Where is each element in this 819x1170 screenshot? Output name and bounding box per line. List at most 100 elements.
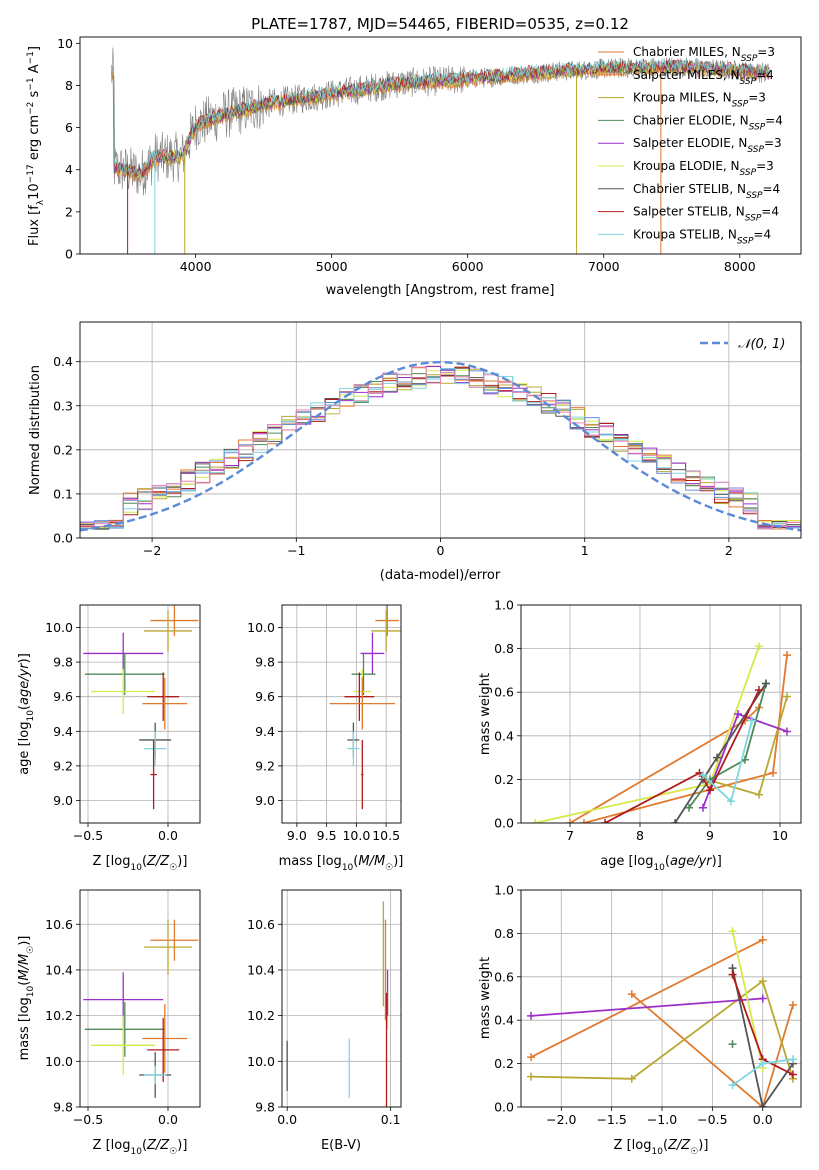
plot-title: PLATE=1787, MJD=54465, FIBERID=0535, z=0… — [251, 15, 629, 33]
panel-mass_weight_vs_Z: −2.0 −1.5 −1.0 −0.5 0.0 0.0 0.2 0.4 0.6 0.8 1.0 Z [… — [478, 883, 802, 1157]
legend-label: Chabrier MILES, NSSP=3 — [633, 45, 775, 64]
y-tick-label: 9.8 — [255, 655, 275, 670]
legend-label: Chabrier STELIB, NSSP=4 — [633, 182, 780, 201]
legend-label: Kroupa STELIB, NSSP=4 — [633, 227, 771, 246]
legend-label: Salpeter ELODIE, NSSP=3 — [633, 136, 782, 155]
data-marker — [566, 819, 574, 823]
axes-frame — [79, 36, 802, 255]
x-axis-label: mass [log10(M/M☉)] — [279, 854, 404, 873]
y-tick-label: 9.6 — [53, 689, 73, 704]
mass-weight-line — [604, 689, 760, 823]
y-tick-label: 0.4 — [494, 728, 514, 743]
y-tick-label: 0.0 — [53, 531, 73, 546]
plot-area — [531, 642, 791, 823]
x-tick-label: 9.0 — [287, 828, 307, 843]
data-marker — [580, 819, 588, 823]
y-tick-label: 10.0 — [247, 1054, 275, 1069]
x-tick-label: 0.1 — [381, 1112, 401, 1127]
x-axis-label: age [log10(age/yr)] — [600, 854, 722, 873]
x-axis-label: Z [log10(Z/Z☉)] — [93, 1138, 188, 1157]
y-tick-label: 10.6 — [45, 917, 73, 932]
data-marker — [727, 797, 735, 806]
data-marker — [527, 1072, 536, 1081]
data-marker — [769, 768, 777, 777]
residual-histogram — [80, 366, 801, 530]
y-tick-label: 10.0 — [45, 620, 73, 635]
x-axis-label: E(B-V) — [321, 1138, 361, 1153]
data-marker — [671, 819, 679, 823]
plot-area — [329, 605, 401, 810]
legend-label: Salpeter STELIB, NSSP=4 — [633, 205, 779, 224]
axes-frame — [281, 604, 402, 824]
data-marker — [734, 710, 742, 718]
axes-frame — [79, 889, 201, 1108]
axes-frame — [79, 604, 201, 824]
data-marker — [758, 994, 767, 1003]
axes-frame — [281, 889, 402, 1108]
legend-label: Kroupa ELODIE, NSSP=3 — [633, 159, 774, 178]
x-tick-label: −0.5 — [73, 1112, 103, 1127]
y-tick-label: 0.8 — [494, 926, 514, 941]
data-marker — [783, 727, 791, 736]
data-marker — [788, 1001, 797, 1010]
legend-label: Salpeter MILES, NSSP=4 — [633, 68, 774, 87]
x-tick-label: 1 — [581, 543, 589, 558]
data-marker — [627, 1074, 636, 1083]
x-tick-label: 0.0 — [277, 1112, 297, 1127]
x-tick-label: 7 — [566, 828, 574, 843]
mass-weight-line — [688, 683, 767, 809]
data-marker — [713, 753, 721, 762]
y-tick-label: 0.0 — [494, 1100, 514, 1115]
y-tick-label: 9.4 — [255, 724, 275, 739]
data-marker — [627, 990, 636, 999]
grid — [282, 605, 401, 823]
y-tick-label: 0.8 — [494, 641, 514, 656]
data-marker — [788, 1055, 797, 1064]
y-axis-label: Normed distribution — [28, 365, 43, 495]
data-marker — [758, 935, 767, 944]
x-tick-label: 0 — [437, 543, 445, 558]
data-marker — [728, 927, 737, 936]
y-tick-label: 10.4 — [45, 962, 73, 977]
plot-area — [80, 360, 801, 532]
legend-label: Kroupa MILES, NSSP=3 — [633, 91, 766, 110]
x-tick-label: 0.0 — [158, 828, 178, 843]
y-tick-label: 6 — [65, 120, 73, 135]
y-tick-label: 9.4 — [53, 724, 73, 739]
y-tick-label: 10.6 — [247, 917, 275, 932]
legend-label: Chabrier ELODIE, NSSP=4 — [633, 113, 783, 132]
plot-area — [286, 901, 389, 1107]
data-marker — [685, 803, 693, 812]
y-tick-label: 9.8 — [53, 1100, 73, 1115]
y-tick-label: 9.8 — [255, 1100, 275, 1115]
y-tick-label: 8 — [65, 78, 73, 93]
data-marker — [762, 679, 770, 688]
y-tick-label: 10.2 — [247, 1008, 275, 1023]
data-marker — [728, 970, 737, 979]
y-tick-label: 0 — [65, 247, 73, 262]
y-axis-label: Flux [fλ10−17 erg cm−2 s−1 A−1] — [26, 46, 46, 246]
data-marker — [783, 651, 791, 660]
data-marker — [755, 642, 763, 651]
y-tick-label: 10.2 — [45, 1008, 73, 1023]
x-tick-label: 6000 — [452, 259, 484, 274]
data-marker — [755, 790, 763, 799]
y-tick-label: 0.1 — [53, 486, 73, 501]
y-tick-label: 0.4 — [494, 1013, 514, 1028]
mass-weight-line — [530, 939, 764, 1058]
y-tick-label: 1.0 — [494, 883, 514, 898]
y-tick-label: 9.0 — [255, 793, 275, 808]
x-tick-label: −1.0 — [647, 1112, 677, 1127]
x-tick-label: −2.0 — [546, 1112, 576, 1127]
x-tick-label: −1 — [287, 543, 305, 558]
panel-mass_weight_vs_age: 7 8 9 10 0.0 0.2 0.4 0.6 0.8 1.0 age [log10(age/yr… — [478, 598, 802, 873]
x-tick-label: 7000 — [588, 259, 620, 274]
gaussian-curve — [80, 360, 801, 532]
legend-label: 𝒩(0, 1) — [738, 337, 785, 352]
x-axis-label: wavelength [Angstrom, rest frame] — [326, 283, 555, 298]
y-tick-label: 0.2 — [494, 1056, 514, 1071]
x-axis-label: Z [log10(Z/Z☉)] — [93, 854, 188, 873]
y-axis-label: age [log10(age/yr)] — [17, 653, 36, 775]
panel-spectrum: 4000 5000 6000 7000 8000 0 2 4 6 8 10 Chabrier MILE… — [26, 36, 802, 298]
